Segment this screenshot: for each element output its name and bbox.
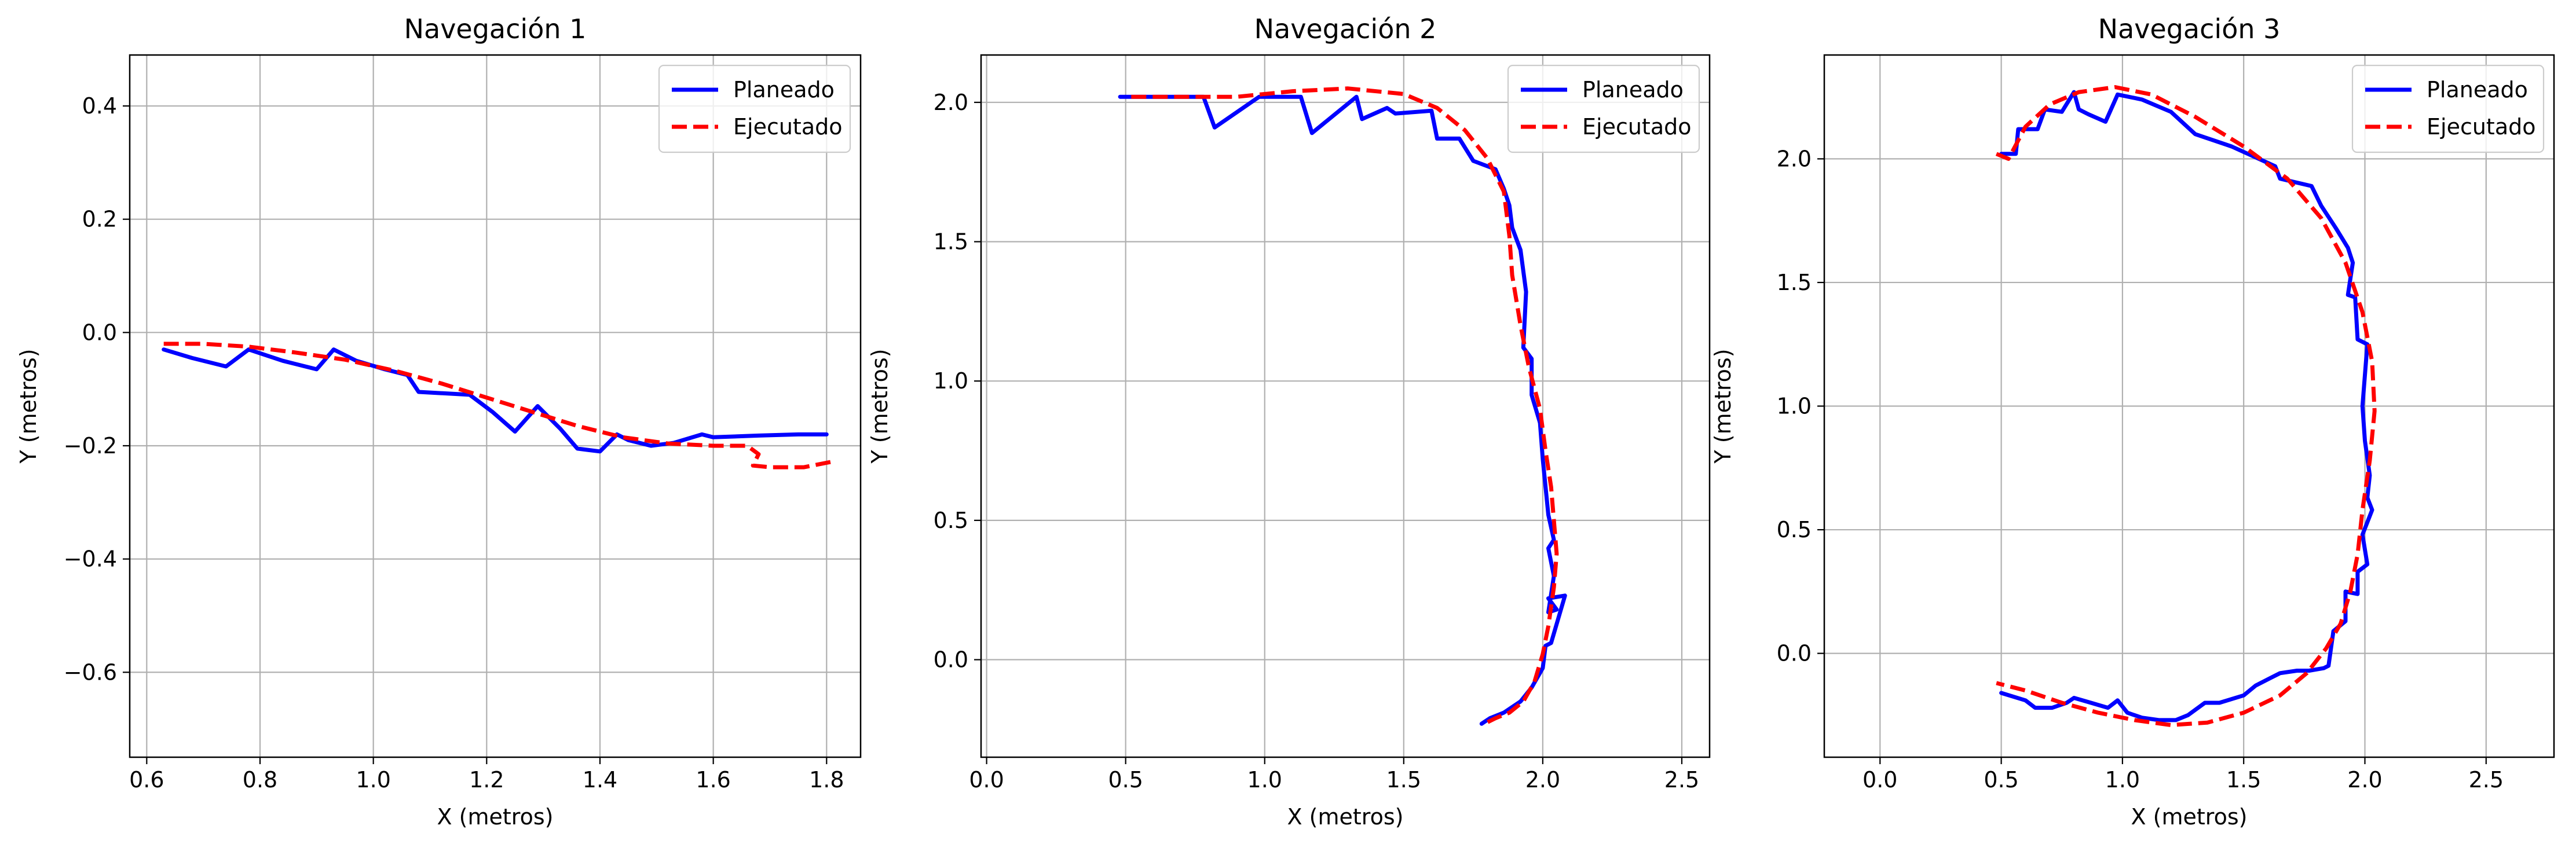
chart-panel-1: 0.6 0.8 1.0 1.2 1.4 1.6 1.8 −0.6 −0.4 −0.2 0.0 0.2 0… bbox=[16, 13, 862, 830]
legend-label: Ejecutado bbox=[2427, 114, 2535, 140]
axes-frame bbox=[980, 54, 1711, 758]
y-axis-label: Y (metros) bbox=[16, 349, 41, 464]
legend-box bbox=[658, 64, 851, 153]
y-tick-label: 1.0 bbox=[934, 368, 968, 394]
chart-title: Navegación 1 bbox=[404, 13, 587, 45]
chart-panel-3: 0.0 0.5 1.0 1.5 2.0 2.5 0.0 0.5 1.0 1.5 2.0 Navegac… bbox=[1710, 13, 2555, 830]
x-tick-label: 1.0 bbox=[1247, 767, 1282, 793]
chart-panel-2: 0.0 0.5 1.0 1.5 2.0 2.5 0.0 0.5 1.0 1.5 2.0 Navegac… bbox=[867, 13, 1711, 830]
chart-title: Navegación 2 bbox=[1254, 13, 1437, 45]
series-line-planeado bbox=[1118, 94, 1567, 726]
x-tick-label: 1.0 bbox=[356, 767, 390, 793]
legend-box bbox=[1507, 64, 1700, 153]
series-line-planeado bbox=[162, 347, 829, 454]
y-tick-label: 1.5 bbox=[934, 229, 968, 255]
legend: Planeado Ejecutado bbox=[658, 64, 851, 153]
x-tick-label: 2.0 bbox=[2347, 767, 2382, 793]
legend-label: Planeado bbox=[733, 77, 835, 102]
y-axis-label: Y (metros) bbox=[1710, 349, 1736, 464]
y-tick-label: 2.0 bbox=[934, 90, 968, 115]
x-tick-label: 1.6 bbox=[696, 767, 730, 793]
y-axis-label: Y (metros) bbox=[867, 349, 892, 464]
series-line-ejecutado bbox=[1131, 86, 1559, 726]
y-tick-label: 1.0 bbox=[1777, 394, 1812, 419]
x-tick-label: 2.0 bbox=[1525, 767, 1560, 793]
legend: Planeado Ejecutado bbox=[1507, 64, 1700, 153]
legend-label: Planeado bbox=[1582, 77, 1684, 102]
x-tick-label: 0.6 bbox=[129, 767, 164, 793]
x-tick-label: 0.5 bbox=[1108, 767, 1143, 793]
y-tick-label: −0.2 bbox=[64, 433, 117, 458]
y-tick-label: −0.4 bbox=[64, 546, 117, 572]
legend-box bbox=[2351, 64, 2545, 153]
y-tick-label: 0.5 bbox=[1777, 517, 1812, 542]
x-tick-label: 1.4 bbox=[583, 767, 617, 793]
axes-frame bbox=[129, 54, 862, 758]
series-line-ejecutado bbox=[163, 342, 833, 469]
x-tick-label: 1.5 bbox=[1386, 767, 1421, 793]
y-tick-label: 0.2 bbox=[82, 207, 117, 232]
y-tick-label: 0.0 bbox=[934, 647, 968, 673]
x-axis-label: X (metros) bbox=[2131, 804, 2248, 830]
series-line-planeado bbox=[1999, 90, 2374, 722]
y-tick-label: 0.0 bbox=[82, 320, 117, 345]
y-tick-label: 0.4 bbox=[82, 93, 117, 119]
x-tick-label: 1.0 bbox=[2105, 767, 2140, 793]
legend: Planeado Ejecutado bbox=[2351, 64, 2545, 153]
y-tick-label: 2.0 bbox=[1777, 146, 1812, 171]
y-tick-label: 0.0 bbox=[1777, 641, 1812, 666]
x-tick-label: 0.0 bbox=[969, 767, 1004, 793]
x-tick-label: 0.5 bbox=[1984, 767, 2018, 793]
chart-title: Navegación 3 bbox=[2098, 13, 2281, 45]
x-tick-label: 1.2 bbox=[469, 767, 504, 793]
x-tick-label: 2.5 bbox=[2469, 767, 2504, 793]
x-tick-label: 0.8 bbox=[243, 767, 277, 793]
x-tick-label: 2.5 bbox=[1664, 767, 1699, 793]
legend-label: Planeado bbox=[2427, 77, 2528, 102]
y-tick-label: 0.5 bbox=[934, 508, 968, 533]
series-line-ejecutado bbox=[1995, 85, 2377, 727]
x-tick-label: 1.5 bbox=[2226, 767, 2261, 793]
x-axis-label: X (metros) bbox=[437, 804, 554, 830]
y-tick-label: 1.5 bbox=[1777, 270, 1812, 295]
x-tick-label: 0.0 bbox=[1863, 767, 1897, 793]
x-axis-label: X (metros) bbox=[1287, 804, 1404, 830]
y-tick-label: −0.6 bbox=[64, 659, 117, 685]
legend-label: Ejecutado bbox=[733, 114, 842, 140]
x-tick-label: 1.8 bbox=[809, 767, 844, 793]
legend-label: Ejecutado bbox=[1582, 114, 1691, 140]
